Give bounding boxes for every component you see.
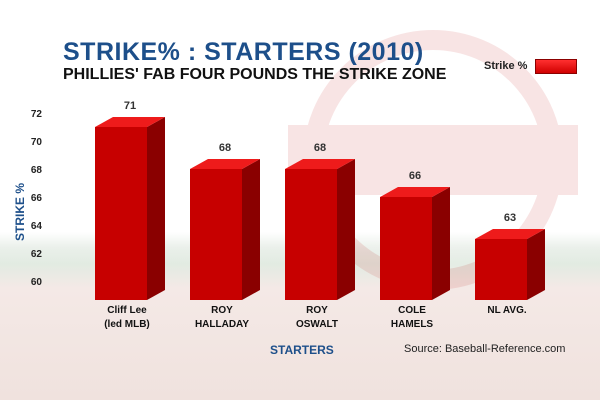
bar-side [527,229,545,300]
bar-side [147,117,165,300]
bar-top [95,117,165,127]
y-tick-label: 70 [31,137,43,148]
bar-front [190,169,242,300]
y-tick-label: 72 [31,109,43,120]
bar-front [285,169,337,300]
chart-subtitle: PHILLIES' FAB FOUR POUNDS THE STRIKE ZON… [63,66,447,83]
legend-label: Strike % [484,60,528,72]
y-tick-label: 60 [31,277,43,288]
bar [285,159,355,300]
y-tick-label: 64 [31,221,43,232]
category-label: (led MLB) [104,319,150,330]
legend-swatch [535,58,578,74]
bar-value-label: 63 [504,212,516,224]
bar-side [432,187,450,300]
bar-value-label: 66 [409,170,421,182]
bar [475,229,545,300]
bar-value-label: 71 [124,100,136,112]
bar-value-label: 68 [314,142,326,154]
category-label: NL AVG. [487,305,526,316]
bar-top [285,159,355,169]
category-label: ROY [211,305,233,316]
category-label: ROY [306,305,328,316]
chart-title: STRIKE% : STARTERS (2010) [63,38,424,66]
y-tick-label: 62 [31,249,43,260]
bar-top [380,187,450,197]
bar [190,159,260,300]
bar-front [475,239,527,300]
bar [95,117,165,300]
category-label: COLE [398,305,426,316]
bar-side [242,159,260,300]
source-note: Source: Baseball-Reference.com [404,343,566,355]
category-label: Cliff Lee [107,305,147,316]
legend: Strike % [484,56,578,76]
bar-side [337,159,355,300]
bar-top [190,159,260,169]
x-axis-label: STARTERS [270,343,334,357]
category-label: OSWALT [296,319,338,330]
category-label: HAMELS [391,319,434,330]
bar-top [475,229,545,239]
bar-front [95,127,147,300]
y-tick-label: 68 [31,165,43,176]
bar-value-label: 68 [219,142,231,154]
y-tick-label: 66 [31,193,43,204]
bar-front [380,197,432,300]
bar [380,187,450,300]
category-label: HALLADAY [195,319,249,330]
